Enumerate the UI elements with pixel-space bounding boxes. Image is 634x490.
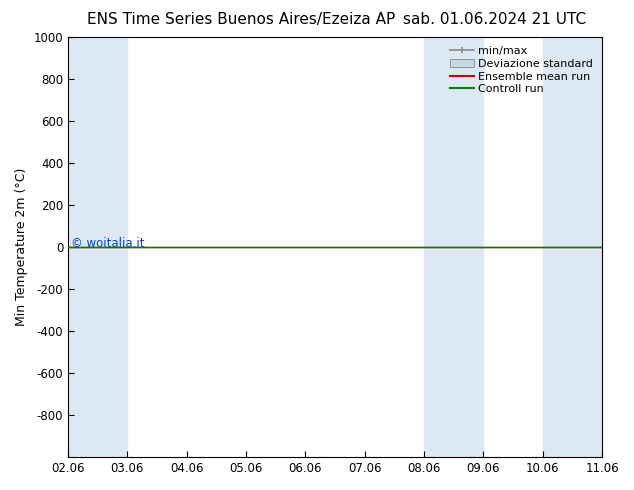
Bar [424,37,484,457]
Bar [543,37,602,457]
Legend: min/max, Deviazione standard, Ensemble mean run, Controll run: min/max, Deviazione standard, Ensemble m… [446,43,597,98]
Text: ENS Time Series Buenos Aires/Ezeiza AP: ENS Time Series Buenos Aires/Ezeiza AP [87,12,395,27]
Bar [68,37,127,457]
Text: © woitalia.it: © woitalia.it [71,237,145,249]
Text: sab. 01.06.2024 21 UTC: sab. 01.06.2024 21 UTC [403,12,586,27]
Y-axis label: Min Temperature 2m (°C): Min Temperature 2m (°C) [15,168,28,326]
